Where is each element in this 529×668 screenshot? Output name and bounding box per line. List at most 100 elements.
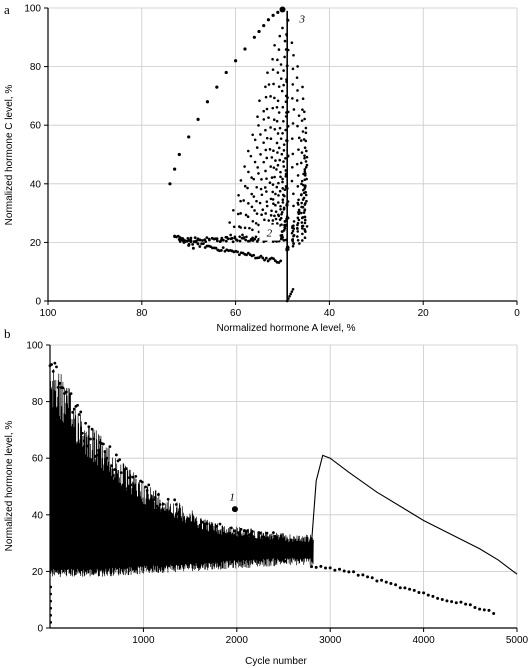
panel-a-point	[296, 226, 299, 230]
panel-a-point	[303, 117, 306, 121]
panel-a-point	[275, 141, 279, 145]
panel-a-point	[281, 180, 284, 184]
panel-b-point	[394, 583, 398, 587]
panel-a-point	[292, 234, 295, 238]
panel-a-point	[252, 195, 256, 198]
panel-a-point	[274, 159, 277, 162]
panel-b-letter: b	[4, 326, 11, 341]
panel-a-point	[186, 236, 190, 240]
panel-a-point	[278, 34, 282, 38]
panel-b-point	[90, 427, 94, 431]
panel-a-point	[278, 126, 282, 130]
panel-a-point	[265, 136, 269, 140]
panel-a-point	[245, 253, 248, 257]
panel-b-point	[105, 456, 109, 460]
panel-a-point	[256, 166, 259, 169]
panel-a-point	[279, 259, 283, 263]
panel-a-point	[303, 236, 307, 240]
panel-b-point	[106, 469, 110, 473]
panel-a-point	[295, 162, 299, 166]
panel-a-point	[297, 136, 301, 140]
panel-a-point	[243, 47, 247, 51]
panel-a-point	[279, 77, 283, 80]
panel-b-point	[249, 543, 253, 547]
panel-a-point	[180, 238, 184, 242]
panel-b-point	[459, 600, 463, 604]
panel-a-point	[302, 211, 306, 214]
panel-a-point	[194, 240, 198, 244]
panel-a-point	[279, 204, 282, 208]
panel-a-point	[283, 227, 287, 230]
panel-a-point	[243, 226, 247, 230]
panel-a-point	[201, 239, 204, 242]
panel-b-point	[417, 591, 421, 595]
panel-a-point	[241, 233, 244, 237]
panel-b-point	[250, 530, 254, 533]
panel-a-point	[300, 201, 303, 205]
panel-a-x-tick-label: 0	[514, 308, 520, 319]
panel-b-point	[56, 385, 60, 389]
panel-b-y-tick-label: 60	[32, 454, 44, 465]
panel-a-point	[269, 95, 272, 98]
panel-a-point	[282, 83, 285, 87]
panel-a-point	[272, 166, 276, 169]
panel-a-point	[257, 172, 260, 175]
panel-a-point	[295, 76, 299, 79]
panel-a-point	[276, 151, 279, 154]
panel-b-point	[267, 551, 270, 555]
panel-b-point	[92, 437, 96, 441]
panel-a-point	[280, 212, 283, 216]
panel-a-point	[270, 209, 273, 213]
panel-a-point	[266, 18, 271, 22]
panel-b-point	[408, 587, 412, 591]
panel-a-point	[290, 137, 294, 140]
panel-a-point	[269, 126, 272, 129]
panel-b-point	[170, 519, 173, 523]
panel-a-point	[272, 82, 275, 86]
panel-a-point	[259, 153, 262, 156]
panel-b-point	[103, 450, 107, 453]
panel-b-ticks: 1000 2000 3000 4000 5000 0 20 40 60 80 100	[26, 341, 528, 647]
panel-b-point	[233, 529, 236, 533]
panel-a-point	[281, 105, 285, 109]
panel-a-point	[297, 218, 301, 222]
panel-a-point	[283, 55, 286, 59]
panel-a-point	[252, 253, 256, 257]
panel-b-point	[215, 524, 219, 528]
panel-a-point	[260, 213, 263, 217]
panel-a-point	[289, 292, 293, 296]
panel-a-point	[300, 193, 303, 196]
panel-a-point	[250, 192, 254, 196]
panel-b-point	[289, 553, 293, 557]
panel-a-point	[301, 108, 304, 111]
panel-b-point	[108, 445, 112, 449]
panel-a-point	[276, 71, 280, 74]
panel-a-point	[265, 190, 268, 193]
panel-a-point	[304, 160, 308, 163]
panel-a-point	[304, 126, 308, 130]
panel-a-point	[205, 100, 210, 104]
panel-a-point	[278, 158, 282, 162]
panel-a-point	[185, 239, 189, 243]
panel-a-point	[264, 85, 267, 89]
panel-a-point	[266, 259, 270, 263]
panel-a-point	[281, 193, 285, 197]
panel-b-point	[259, 531, 262, 535]
panel-a-point	[303, 154, 306, 157]
panel-a-point	[273, 214, 276, 218]
panel-a-point	[253, 160, 257, 164]
panel-a-point	[272, 149, 275, 152]
panel-b-point	[165, 513, 168, 517]
panel-b-point	[310, 565, 314, 569]
panel-b-point	[76, 403, 79, 407]
panel-b-point	[152, 498, 156, 502]
panel-a-point	[282, 238, 286, 242]
panel-a-point	[300, 224, 304, 228]
panel-b-point	[55, 365, 58, 369]
panel-b-point	[482, 608, 486, 612]
panel-b-point	[239, 527, 243, 531]
panel-a-point	[168, 182, 172, 186]
panel-a-point	[271, 198, 275, 201]
panel-b-point	[161, 502, 165, 506]
